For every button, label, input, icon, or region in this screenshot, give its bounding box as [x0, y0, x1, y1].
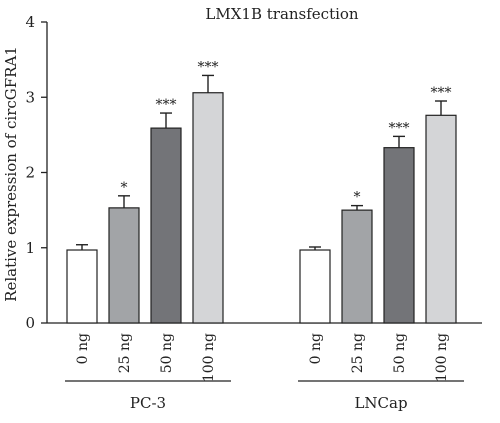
bar [66, 249, 98, 324]
group-label: PC-3 [130, 394, 166, 412]
y-tick-label: 1 [25, 239, 35, 257]
group-label: LNCap [354, 394, 407, 412]
bar [341, 209, 373, 324]
bar [192, 92, 224, 324]
y-tick-label: 2 [25, 164, 35, 182]
category-label: 25 ng [117, 333, 133, 373]
bar [299, 249, 331, 324]
category-label: 50 ng [159, 333, 175, 373]
bar [150, 127, 182, 324]
significance-label: *** [198, 59, 219, 75]
category-label: 50 ng [392, 333, 408, 373]
significance-label: * [354, 190, 361, 206]
bar [383, 147, 415, 324]
significance-label: *** [156, 97, 177, 113]
y-tick-label: 4 [25, 13, 35, 31]
y-axis-label: Relative expression of circGFRA1 [2, 46, 20, 302]
category-label: 25 ng [350, 333, 366, 373]
significance-label: * [121, 180, 128, 196]
category-label: 100 ng [434, 333, 450, 382]
bar-layer [66, 74, 457, 324]
bar [108, 207, 140, 324]
label-layer: 0 ng * 25 ng *** 50 ng *** 100 ng PC-3 0 ng * 25 n… [65, 59, 464, 412]
category-label: 0 ng [75, 333, 91, 364]
significance-label: *** [389, 120, 410, 136]
category-label: 0 ng [308, 333, 324, 364]
chart-title: LMX1B transfection [205, 5, 359, 23]
category-label: 100 ng [201, 333, 217, 382]
significance-label: *** [431, 85, 452, 101]
y-tick-label: 3 [25, 88, 35, 106]
bar [425, 114, 457, 324]
y-tick-label: 0 [25, 314, 35, 332]
